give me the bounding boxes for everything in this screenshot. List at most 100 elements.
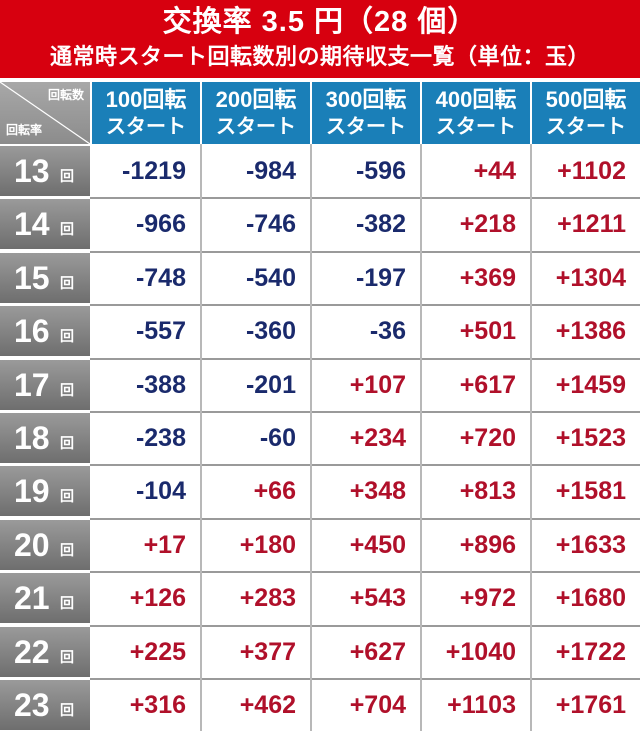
table-cell: +1211 — [557, 210, 626, 239]
table-cell: +1761 — [555, 691, 626, 719]
column-divider — [200, 144, 202, 731]
table-cell: -596 — [355, 157, 406, 185]
row-header-rate: 18 — [14, 420, 50, 456]
column-header-start: スタート — [106, 116, 186, 138]
table-cell: +627 — [349, 637, 406, 666]
column-header-start: スタート — [546, 116, 626, 138]
row-header-unit: 回 — [60, 541, 74, 558]
row-header-rate: 21 — [14, 580, 50, 617]
row-header: 18 回 — [0, 413, 90, 463]
row-divider — [90, 304, 640, 307]
table-cell: -60 — [259, 424, 296, 452]
table-cell: +225 — [129, 637, 186, 666]
table-cell: +1633 — [555, 530, 626, 559]
column-header-spins: 400回転 — [435, 87, 517, 112]
row-header-rate: 14 — [14, 206, 50, 243]
corner-diagonal-line — [0, 82, 90, 144]
table-cell: -197 — [355, 263, 406, 292]
table-cell: +1459 — [555, 370, 626, 399]
table-cell: -238 — [135, 424, 186, 452]
row-header-rate: 19 — [14, 473, 50, 510]
table-cell: +234 — [349, 424, 406, 452]
column-header: 100回転 スタート — [92, 82, 200, 144]
row-header: 17 回 — [0, 359, 90, 410]
row-header: 14 回 — [0, 199, 90, 250]
table-cell: -382 — [355, 210, 406, 239]
table-cell: +704 — [349, 691, 406, 719]
row-header: 16 回 — [0, 306, 90, 357]
table-cell: -557 — [135, 317, 186, 346]
row-header-rate: 23 — [14, 687, 50, 723]
table-cell: -540 — [245, 263, 296, 292]
table-cell: -360 — [245, 317, 296, 346]
column-divider — [530, 144, 532, 731]
table-cell: +543 — [349, 584, 406, 613]
column-header-spins: 200回転 — [215, 87, 297, 112]
table-cell: +316 — [129, 691, 186, 719]
row-header: 19 回 — [0, 466, 90, 517]
row-header-rate: 15 — [14, 259, 50, 296]
table-cell: +1040 — [445, 637, 516, 666]
column-header: 400回転 スタート — [422, 82, 530, 144]
row-header-rate: 13 — [14, 153, 50, 189]
row-header-unit: 回 — [60, 274, 74, 291]
table-cell: +107 — [349, 370, 406, 399]
row-divider — [90, 517, 640, 520]
table-cell: +501 — [459, 317, 516, 346]
table-cell: +1304 — [555, 263, 626, 292]
row-header: 13 回 — [0, 146, 90, 196]
title-banner: 交換率 3.5 円（28 個） 通常時スタート回転数別の期待収支一覧（単位：玉） — [0, 0, 640, 78]
table-cell: -201 — [245, 370, 296, 399]
page-title: 交換率 3.5 円（28 個） — [162, 6, 478, 38]
column-header-spins: 500回転 — [545, 87, 627, 112]
row-header-unit: 回 — [60, 381, 74, 398]
column-divider — [420, 144, 422, 731]
table-cell: +1523 — [555, 424, 626, 452]
row-header-rate: 17 — [14, 366, 50, 403]
row-header-unit: 回 — [60, 221, 74, 238]
table-cell: +283 — [239, 584, 296, 613]
table-cell: -388 — [135, 370, 186, 399]
row-divider — [90, 411, 640, 413]
column-header: 200回転スタート — [202, 82, 310, 144]
row-header: 20 回 — [0, 519, 90, 570]
row-divider — [90, 197, 640, 200]
row-header-rate: 22 — [14, 633, 50, 670]
row-header-rate: 16 — [14, 313, 50, 350]
row-divider — [90, 678, 640, 680]
row-divider — [90, 624, 640, 627]
row-header: 21 回 — [0, 573, 90, 624]
table-cell: +1103 — [447, 691, 516, 719]
column-header: 300回転 スタート — [312, 82, 420, 144]
table-cell: -748 — [135, 263, 186, 292]
table-cell: +180 — [239, 530, 296, 559]
row-header-unit: 回 — [60, 435, 74, 451]
table-cell: -966 — [135, 210, 186, 239]
page-subtitle: 通常時スタート回転数別の期待収支一覧（単位：玉） — [49, 44, 590, 69]
row-header-unit: 回 — [60, 648, 74, 665]
table-cell: -104 — [135, 477, 186, 506]
table-cell: -36 — [369, 317, 406, 346]
table-cell: +450 — [349, 530, 406, 559]
table-cell: +896 — [459, 530, 516, 559]
table-cell: +1581 — [555, 477, 626, 506]
table-cell: +972 — [459, 584, 516, 613]
row-header-unit: 回 — [60, 168, 74, 184]
row-divider — [90, 250, 640, 253]
corner-rate-label: 回転率 — [6, 123, 43, 137]
row-header-unit: 回 — [60, 702, 74, 718]
table-cell: -984 — [245, 157, 296, 185]
row-divider — [90, 357, 640, 360]
table-cell: +1386 — [555, 317, 626, 346]
row-divider — [90, 571, 640, 574]
table-cell: +44 — [473, 157, 516, 185]
row-header-unit: 回 — [60, 328, 74, 345]
table-cell: +377 — [239, 637, 296, 666]
table-cell: +126 — [129, 584, 186, 613]
table-cell: +1102 — [557, 157, 626, 185]
column-header-spins: 300回転 — [325, 87, 407, 112]
table-cell: +66 — [253, 477, 296, 506]
row-header-unit: 回 — [60, 595, 74, 612]
column-header-start: スタート — [216, 116, 296, 138]
row-header: 22 回 — [0, 626, 90, 677]
